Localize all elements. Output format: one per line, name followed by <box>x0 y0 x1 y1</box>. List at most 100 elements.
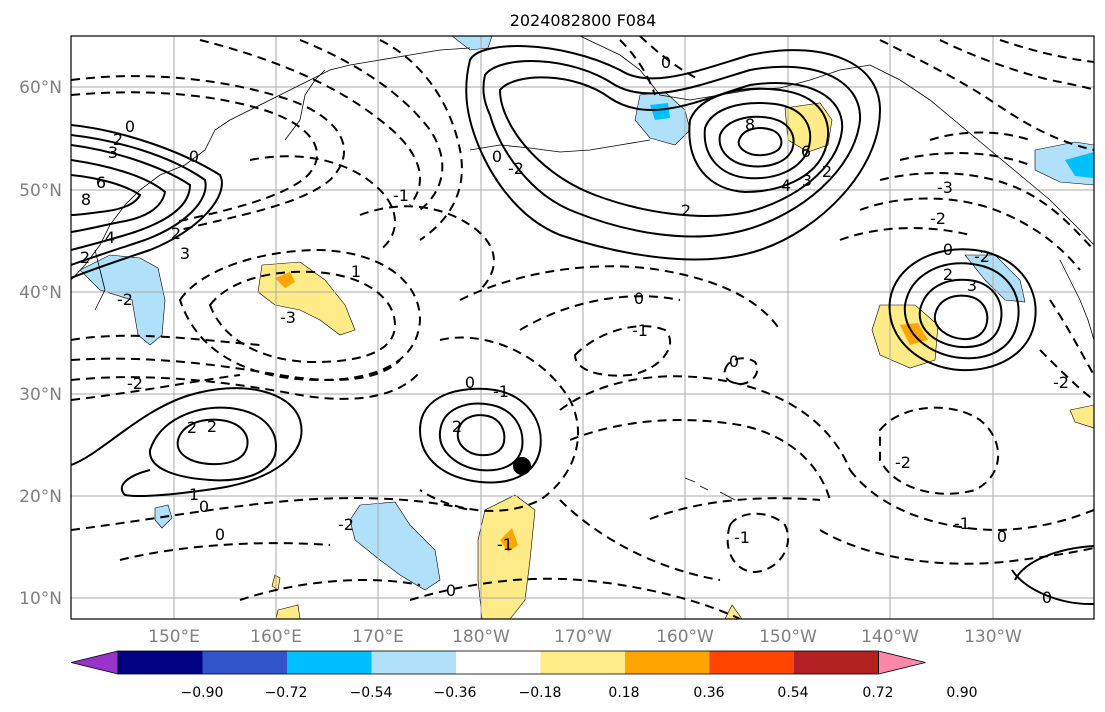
shade-yellow-bottom2 <box>724 604 743 619</box>
dash-9 <box>71 357 401 381</box>
contour-label: 0 <box>661 53 671 72</box>
contour-label: -1 <box>497 535 513 554</box>
contour-label: 6 <box>96 173 106 192</box>
contour-labels: 0 2 3 6 8 4 2 3 2 0 -2 -1 -3 0 -2 8 6 4 … <box>80 53 1069 607</box>
contour-label: 2 <box>943 265 953 284</box>
contour-label: 0 <box>492 147 502 166</box>
dash-14 <box>239 579 421 601</box>
contour-label: -1 <box>493 382 509 401</box>
dash-31 <box>999 39 1094 63</box>
shade-blue-topcenter <box>451 36 493 51</box>
lon-label: 150°W <box>759 627 817 647</box>
dash-30 <box>939 39 1094 91</box>
dash-4 <box>299 39 444 211</box>
contour-label: 1 <box>189 485 199 504</box>
map-area: 0 2 3 6 8 4 2 3 2 0 -2 -1 -3 0 -2 8 6 4 … <box>71 36 1094 619</box>
dash-25 <box>879 406 1000 495</box>
colorbar-segment <box>287 651 372 674</box>
storm-center-dot <box>513 457 531 475</box>
dash-35 <box>1039 349 1094 401</box>
colorbar-segment <box>202 651 288 674</box>
lon-label: 140°W <box>861 627 919 647</box>
contour-high-nw-2 <box>71 134 207 266</box>
contour-label: -2 <box>508 159 524 178</box>
coastlines <box>71 36 1094 501</box>
contour-high-nw-1 <box>71 124 223 279</box>
contour-label: 0 <box>199 497 209 516</box>
shade-yellow-s <box>477 494 536 619</box>
hawaii <box>684 477 736 501</box>
contour-label: -1 <box>632 321 648 340</box>
colorbar-segment <box>371 651 457 674</box>
lon-label: 160°E <box>250 627 302 647</box>
contour-high-n-1 <box>465 45 882 261</box>
lon-label: 130°W <box>964 627 1022 647</box>
lat-label: 50°N <box>19 181 62 201</box>
coast-japan <box>94 249 106 311</box>
contour-high-sw-2 <box>148 406 277 482</box>
contour-high-sw-3 <box>176 418 249 466</box>
dash-38 <box>899 152 1031 166</box>
colorbar-extend-high <box>878 650 926 675</box>
dash-23 <box>726 512 790 574</box>
contour-label: 2 <box>822 162 832 181</box>
colorbar-segment <box>709 651 795 674</box>
contour-high-nw-3 <box>71 144 192 251</box>
dash-11 <box>71 374 241 401</box>
colorbar-tick-label: 0.18 <box>608 685 639 701</box>
contour-label: -2 <box>974 247 990 266</box>
contour-label: 1 <box>351 262 361 281</box>
contour-label: 0 <box>1042 588 1052 607</box>
contour-label: 0 <box>997 527 1007 546</box>
dash-15 <box>409 577 741 619</box>
lon-label: 160°W <box>656 627 714 647</box>
contour-label: -1 <box>734 528 750 547</box>
contour-high-n-3 <box>498 76 844 217</box>
contour-high-ne-4 <box>688 87 829 194</box>
lat-label: 40°N <box>19 283 62 303</box>
contour-label: 0 <box>125 117 135 136</box>
contour-label: 2 <box>207 417 217 436</box>
contour-label: -3 <box>280 308 296 327</box>
contour-label: 3 <box>108 143 118 162</box>
colorbar-tick-label: −0.18 <box>519 685 562 701</box>
dash-1 <box>71 75 346 231</box>
contour-label: 0 <box>729 352 739 371</box>
contour-label: 4 <box>781 176 791 195</box>
dash-24 <box>649 497 821 520</box>
contour-label: 0 <box>465 373 475 392</box>
dash-27 <box>819 529 1094 565</box>
shade-orange-s <box>500 528 518 552</box>
dash-42 <box>249 155 396 251</box>
dash-20 <box>559 375 851 471</box>
dash-16 <box>459 265 781 331</box>
contour-label: -3 <box>937 178 953 197</box>
colorbar-frame <box>117 650 879 675</box>
contour-label: 3 <box>967 276 977 295</box>
shade-blue-s <box>349 501 441 591</box>
dash-5 <box>379 39 463 241</box>
contour-label: 2 <box>171 224 181 243</box>
contour-label: 3 <box>802 171 812 190</box>
contour-label: 8 <box>745 115 755 134</box>
coast-alaska <box>579 36 1094 246</box>
dash-8 <box>71 334 261 346</box>
contour-high-c-2 <box>456 414 506 457</box>
contour-high-se2 <box>1011 569 1094 606</box>
contour-label: 2 <box>681 201 691 220</box>
contour-label: 2 <box>113 130 123 149</box>
contour-label: -1 <box>393 186 409 205</box>
contour-label: 2 <box>452 417 462 436</box>
contour-high-e-4 <box>933 294 989 341</box>
shade-yellow-bottom <box>275 604 301 619</box>
contour-high-ne-6 <box>718 115 795 168</box>
dash-3 <box>199 39 421 206</box>
coast-asia <box>71 47 471 281</box>
colorbar-tick-label: −0.90 <box>181 685 224 701</box>
contour-label: -2 <box>930 209 946 228</box>
contour-label: 0 <box>943 240 953 259</box>
dash-26 <box>849 469 1094 532</box>
shaded-regions <box>79 36 1094 619</box>
contour-label: 8 <box>81 190 91 209</box>
contour-high-e-2 <box>903 262 1020 360</box>
